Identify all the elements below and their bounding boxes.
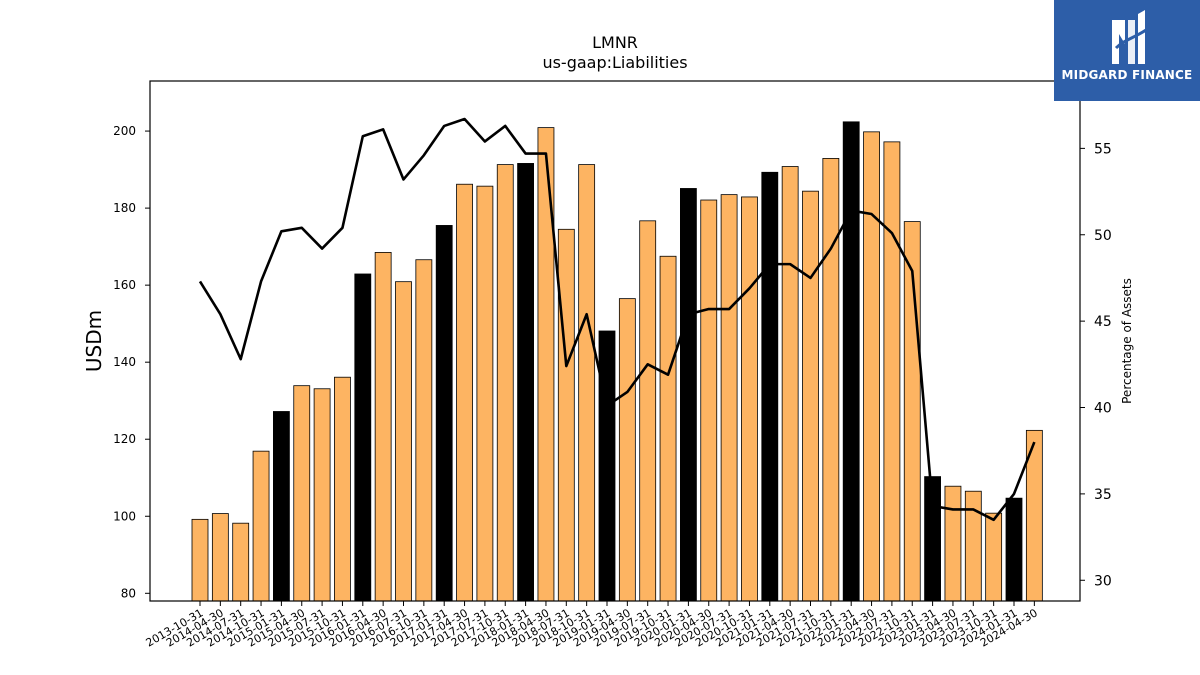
x-axis: 2013-10-312014-04-302014-07-312014-10-31… [144,601,1040,650]
y-tick-label-120: 120 [113,432,136,446]
bar-2016-01-31 [354,273,372,602]
y2-tick-label-40: 40 [1094,401,1112,417]
bar-2022-01-31 [842,121,860,602]
y-tick-label-160: 160 [113,278,136,292]
bar-2017-04-30 [456,183,473,602]
bar-2013-10-31 [191,518,209,602]
bar-2023-07-31 [964,490,982,602]
bar-2017-07-31 [476,185,494,602]
percentage-line [198,117,1036,522]
y-axis-label-right: Percentage of Assets [1120,278,1134,404]
bar-2023-10-31 [985,512,1003,602]
bar-2015-07-31 [313,388,331,602]
bar-2019-10-31 [659,255,677,602]
y2-tick-label-35: 35 [1094,487,1112,503]
bar-2022-04-30 [863,131,880,602]
bar-2017-01-31 [435,225,453,602]
midgard-finance-logo: MIDGARD FINANCE [1054,0,1200,101]
bar-2015-04-30 [293,385,311,602]
bar-2021-01-31 [761,171,779,602]
bar-2022-07-31 [883,141,901,602]
bar-2020-10-31 [741,196,758,602]
y-axis-right: 30 35 40 45 50 55 [1080,141,1112,589]
bar-2018-07-31 [557,228,575,602]
bar-2014-07-31 [232,522,250,602]
bar-2023-04-30 [944,485,962,602]
plot-frame [149,80,1081,602]
bar-2021-04-30 [781,166,799,602]
chart-title: LMNR [592,33,638,52]
bar-2019-04-30 [618,298,636,602]
bar-2020-07-31 [720,194,738,602]
bar-2017-10-31 [496,164,514,602]
bar-2019-01-31 [598,330,616,602]
y-tick-label-100: 100 [113,509,136,523]
bar-2015-10-31 [334,376,351,602]
chart-subtitle: us-gaap:Liabilities [542,53,687,72]
y2-tick-label-55: 55 [1094,141,1112,157]
bar-2020-01-31 [680,188,697,602]
midgard-logo-icon [1112,10,1147,64]
y-tick-label-180: 180 [113,201,136,215]
bar-2016-07-31 [395,281,412,602]
y-tick-label-140: 140 [113,355,136,369]
y2-tick-label-30: 30 [1094,573,1112,589]
y-tick-label-200: 200 [113,124,136,138]
y-axis-label-left: USDm [82,310,106,372]
bar-2021-10-31 [822,158,840,602]
y-axis-left: 80 100 120 140 160 180 200 [113,124,150,600]
y-tick-label-80: 80 [121,586,136,600]
bar-2015-01-31 [272,411,290,602]
bar-2020-04-30 [700,199,718,602]
y2-tick-label-45: 45 [1094,314,1112,330]
bar-2019-07-31 [639,220,657,602]
logo-text: MIDGARD FINANCE [1061,68,1193,82]
bar-2024-01-31 [1005,497,1023,602]
bars-layer [191,121,1043,602]
bar-2014-10-31 [252,450,270,602]
bar-2016-04-30 [374,252,392,602]
bar-2021-07-31 [802,190,819,602]
line-layer [198,117,1036,522]
bar-2016-10-31 [415,259,433,602]
bar-2018-10-31 [578,164,596,602]
bar-2014-04-30 [211,513,229,602]
y2-tick-label-50: 50 [1094,228,1112,244]
bar-2018-01-31 [517,163,534,602]
